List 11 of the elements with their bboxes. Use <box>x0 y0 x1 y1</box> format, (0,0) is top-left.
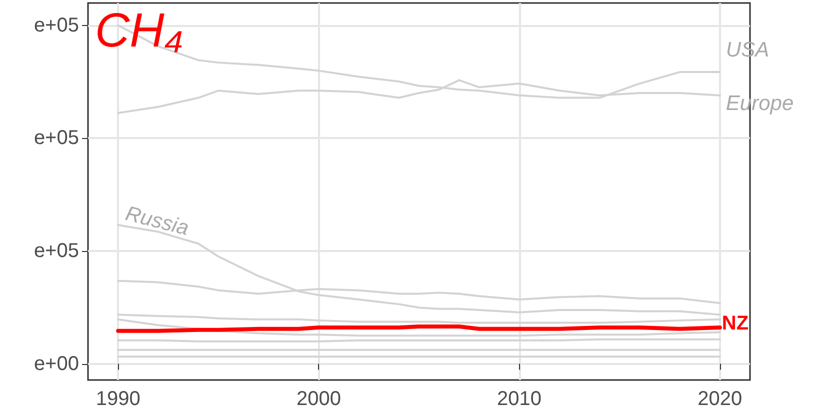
x-tick-label: 2010 <box>497 388 542 410</box>
series-label: NZ <box>722 312 749 335</box>
x-tick-label: 2000 <box>296 388 341 410</box>
x-tick-label: 1990 <box>96 388 140 410</box>
text: Russia <box>123 202 192 240</box>
x-tick-label: 2020 <box>698 388 742 410</box>
text: e+00 <box>34 352 79 375</box>
text: e+05 <box>34 127 79 150</box>
text: e+05 <box>34 14 79 36</box>
chart-title: CH₄ <box>95 4 184 58</box>
text: e+05 <box>34 240 79 262</box>
